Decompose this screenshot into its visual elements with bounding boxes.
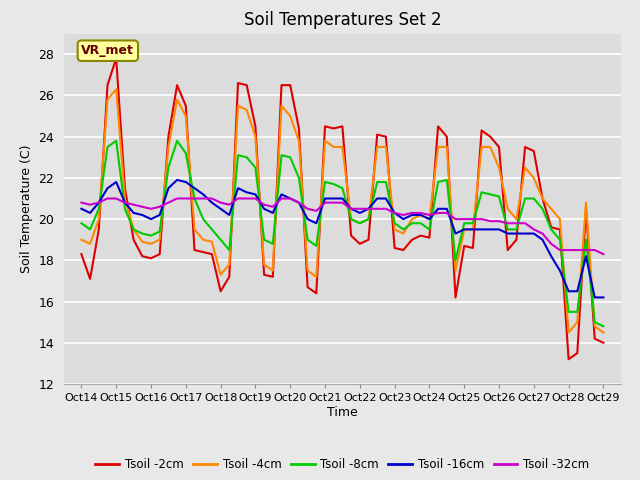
X-axis label: Time: Time xyxy=(327,406,358,419)
Legend: Tsoil -2cm, Tsoil -4cm, Tsoil -8cm, Tsoil -16cm, Tsoil -32cm: Tsoil -2cm, Tsoil -4cm, Tsoil -8cm, Tsoi… xyxy=(91,454,594,476)
Text: VR_met: VR_met xyxy=(81,44,134,57)
Title: Soil Temperatures Set 2: Soil Temperatures Set 2 xyxy=(244,11,441,29)
Y-axis label: Soil Temperature (C): Soil Temperature (C) xyxy=(20,144,33,273)
